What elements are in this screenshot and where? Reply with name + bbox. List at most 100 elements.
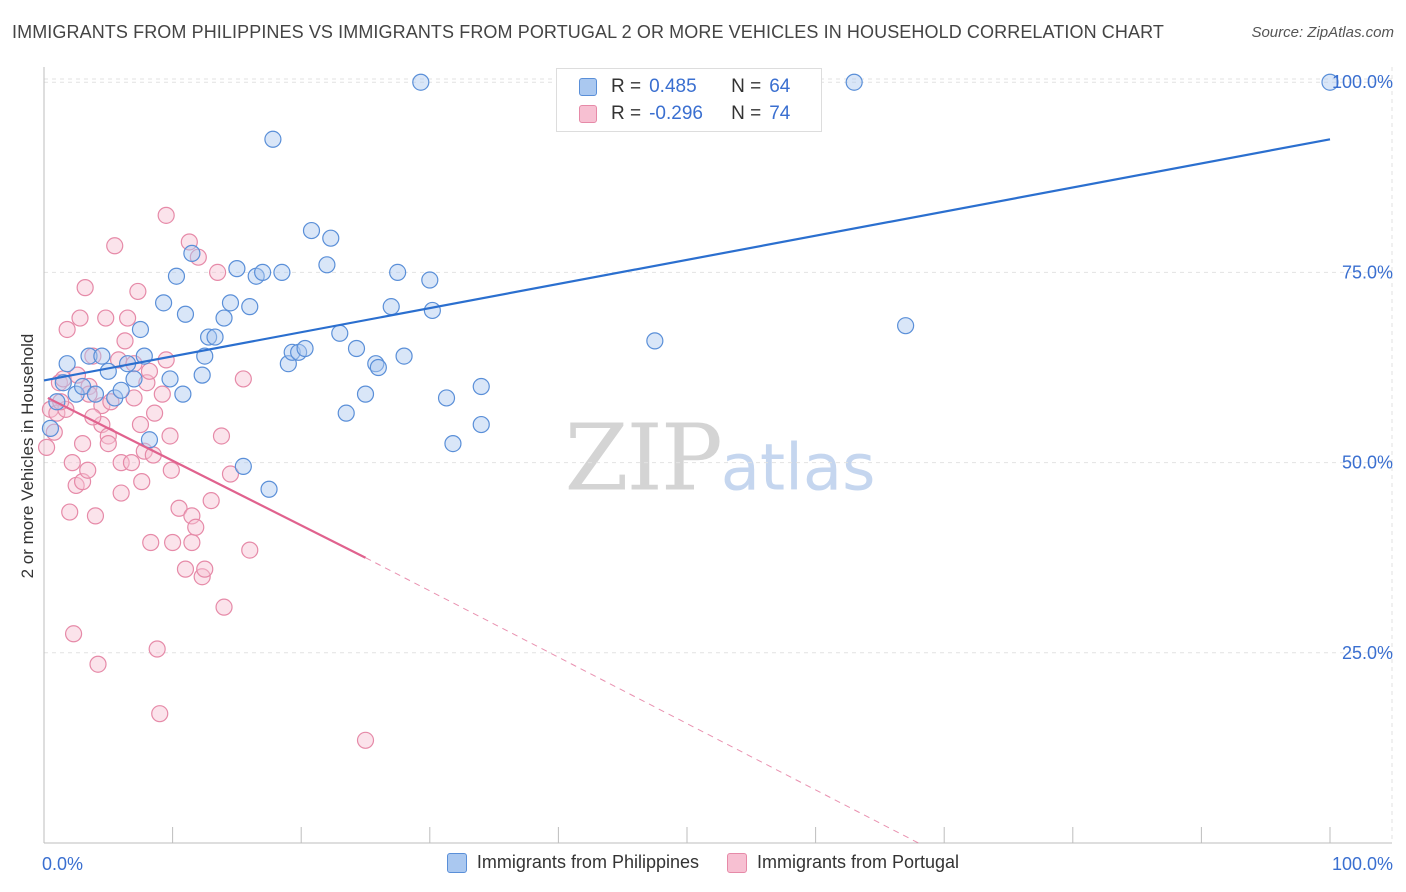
philippines-point	[421, 271, 439, 289]
philippines-point	[125, 370, 143, 388]
philippines-point	[318, 256, 336, 274]
legend-label-portugal: Immigrants from Portugal	[757, 852, 960, 872]
portugal-point	[58, 320, 76, 339]
philippines-point	[369, 358, 387, 377]
portugal-trend-line	[47, 396, 366, 559]
portugal-point	[176, 560, 195, 578]
legend-row-portugal: R = -0.296 N = 74	[579, 101, 790, 127]
portugal-point	[142, 533, 160, 552]
grid-lines	[44, 67, 1393, 843]
philippines-point	[131, 320, 150, 339]
philippines-point	[193, 366, 211, 384]
y-tick-label: 75.0%	[1342, 262, 1393, 282]
legend-n-label: N =	[731, 103, 762, 124]
philippines-point	[58, 355, 76, 373]
legend-swatch-pink	[727, 852, 747, 873]
philippines-point	[356, 385, 375, 403]
portugal-point	[84, 347, 102, 365]
portugal-point	[241, 541, 259, 559]
philippines-point	[283, 343, 301, 361]
philippines-point	[472, 415, 490, 434]
correlation-legend: R = 0.485 N = 64 R = -0.296 N = 74	[556, 68, 822, 132]
philippines-point	[260, 480, 278, 498]
philippines-point	[437, 389, 456, 407]
y-tick-label: 50.0%	[1342, 453, 1393, 473]
philippines-point	[897, 317, 915, 335]
portugal-point	[157, 206, 175, 224]
portugal-point	[112, 484, 130, 502]
trend-lines	[43, 138, 1331, 844]
y-tick-label: 100.0%	[1332, 72, 1393, 92]
philippines-point	[167, 267, 186, 285]
legend-label-philippines: Immigrants from Philippines	[476, 852, 699, 872]
philippines-point	[41, 419, 60, 437]
philippines-point	[337, 404, 355, 422]
legend-r-value: 0.485	[649, 76, 697, 97]
philippines-point	[140, 431, 159, 449]
legend-item-philippines: Immigrants from Philippines	[446, 852, 699, 873]
portugal-point	[106, 237, 124, 255]
philippines-point	[412, 73, 430, 91]
x-tick-label: 0.0%	[42, 854, 83, 874]
portugal-point	[164, 533, 182, 552]
philippines-point	[215, 309, 233, 327]
portugal-point	[153, 385, 171, 403]
legend-n-label: N =	[731, 76, 762, 97]
portugal-point	[37, 438, 56, 456]
watermark-atlas: atlas	[720, 431, 876, 506]
portugal-point	[99, 434, 117, 453]
philippines-point	[80, 347, 98, 365]
portugal-point	[118, 309, 137, 327]
watermark-zip: ZIP	[564, 404, 723, 512]
portugal-point	[89, 655, 107, 673]
watermark: ZIPatlas	[565, 405, 876, 512]
philippines-trend-line	[43, 138, 1331, 382]
philippines-point	[93, 347, 111, 365]
portugal-point	[183, 533, 201, 552]
axes	[43, 67, 1392, 844]
series-legend: Immigrants from Philippines Immigrants f…	[0, 852, 1406, 873]
portugal-point	[79, 461, 97, 479]
portugal-point	[64, 625, 83, 643]
legend-r-label: R =	[611, 76, 642, 97]
source-credit: Source: ZipAtlas.com	[1251, 24, 1394, 41]
portugal-point	[234, 370, 252, 388]
philippines-point	[423, 301, 441, 320]
portugal-point	[133, 473, 151, 491]
portugal-point	[221, 465, 240, 483]
portugal-point	[125, 389, 143, 407]
philippines-point	[296, 339, 314, 358]
philippines-point	[331, 324, 349, 342]
philippines-point	[302, 221, 321, 240]
portugal-point	[196, 560, 214, 578]
philippines-point	[382, 298, 400, 316]
philippines-point	[174, 385, 192, 403]
philippines-point	[1321, 73, 1339, 91]
portugal-point	[187, 518, 205, 536]
portugal-point	[140, 362, 159, 380]
portugal-point	[215, 598, 233, 616]
portugal-point	[212, 427, 231, 445]
portugal-point	[122, 454, 141, 472]
portugal-trend-extension	[365, 557, 919, 844]
philippines-point	[99, 362, 117, 380]
philippines-point	[472, 377, 490, 396]
portugal-point	[162, 461, 180, 479]
philippines-point	[646, 332, 664, 350]
philippines-point	[444, 434, 462, 453]
portugal-point	[161, 427, 179, 445]
tick-labels: 25.0% 50.0% 75.0% 100.0% 0.0% 100.0%	[42, 72, 1393, 874]
chart-title: IMMIGRANTS FROM PHILIPPINES VS IMMIGRANT…	[12, 22, 1164, 42]
philippines-point	[254, 263, 272, 282]
portugal-point	[145, 404, 164, 422]
philippines-point	[154, 294, 173, 312]
portugal-point	[131, 415, 150, 434]
philippines-point	[112, 381, 130, 399]
portugal-point	[73, 434, 92, 453]
philippines-point	[54, 374, 72, 392]
philippines-point	[264, 130, 282, 148]
portugal-point	[63, 454, 81, 472]
philippines-point	[322, 229, 340, 247]
philippines-point	[221, 294, 240, 312]
